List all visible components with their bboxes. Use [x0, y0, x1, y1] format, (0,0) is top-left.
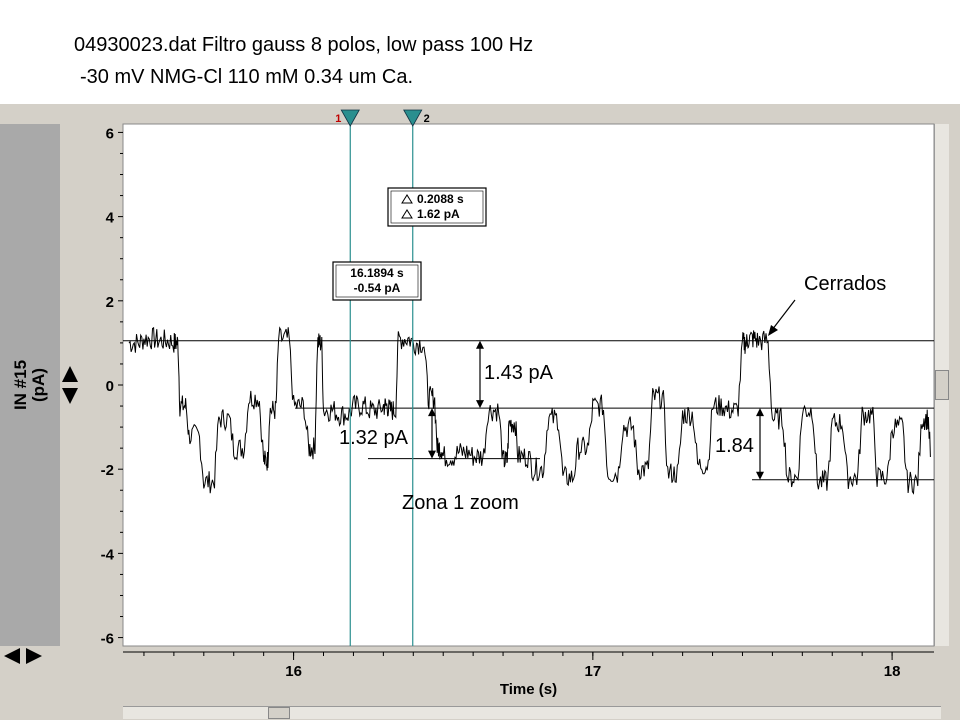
- current-trace: [128, 326, 931, 495]
- chart-svg: 6 4 2 0 -2 -4 -6 16 17 18 Time (s) 1 2 0.2088 s1.6…: [101, 109, 935, 698]
- plot-area: [122, 123, 935, 647]
- y-tick-label: -4: [101, 546, 115, 563]
- arrow-184-head-bottom: [756, 471, 764, 480]
- cerrados-pointer: [771, 299, 796, 331]
- arrow-143-head-top: [476, 340, 484, 349]
- zoom-down-button[interactable]: [60, 386, 80, 406]
- horizontal-scroll-thumb[interactable]: [268, 707, 290, 719]
- cursor1-readout-inner: [335, 264, 419, 298]
- cursor-marker-1: [340, 109, 360, 127]
- cursor1-current-readout: -0.54 pA: [354, 281, 401, 295]
- annotation-zona-1-zoom: Zona 1 zoom: [402, 492, 519, 514]
- y-tick-label: 0: [106, 378, 114, 395]
- scroll-right-button[interactable]: [24, 646, 44, 666]
- cursor1-readout-box: [332, 261, 422, 301]
- scroll-left-button[interactable]: [2, 646, 22, 666]
- caption-line-2: -30 mV NMG-Cl 110 mM 0.34 um Ca.: [80, 66, 414, 88]
- arrow-143-head-bottom: [476, 400, 484, 409]
- vertical-scroll-thumb[interactable]: [935, 370, 949, 400]
- y-tick-label: 6: [106, 125, 114, 142]
- annotation-1-84: 1.84: [715, 435, 754, 457]
- x-tick-label: 16: [285, 663, 302, 680]
- caption-line-1: 04930023.dat Filtro gauss 8 polos, low p…: [74, 34, 534, 56]
- y-tick-label: -6: [101, 631, 114, 648]
- zoom-up-button[interactable]: [60, 364, 80, 384]
- y-axis-area: [60, 124, 123, 646]
- delta-time-readout: 0.2088 s: [417, 192, 464, 206]
- delta-icon: [401, 209, 413, 219]
- delta-readout-box: [387, 187, 487, 227]
- x-tick-label: 18: [884, 663, 901, 680]
- y-tick-label: -2: [101, 462, 114, 479]
- annotation-cerrados: Cerrados: [804, 273, 886, 295]
- arrow-132-head-top: [428, 408, 436, 417]
- horizontal-scrollbar[interactable]: [123, 706, 941, 719]
- cursor-marker-2: [403, 109, 423, 127]
- delta-readout-inner: [390, 190, 484, 224]
- annotation-1-32-pa: 1.32 pA: [339, 427, 409, 449]
- cursor-label-2: 2: [424, 113, 430, 125]
- annotation-1-43-pa: 1.43 pA: [484, 362, 554, 384]
- y-tick-label: 4: [106, 210, 115, 227]
- x-tick-label: 17: [584, 663, 601, 680]
- y-tick-label: 2: [106, 294, 114, 311]
- arrow-132-head-bottom: [428, 450, 436, 459]
- delta-icon: [401, 194, 413, 204]
- cursor1-time-readout: 16.1894 s: [350, 266, 404, 280]
- cerrados-pointer-head: [768, 325, 778, 336]
- delta-current-readout: 1.62 pA: [417, 207, 460, 221]
- x-axis-label: Time (s): [500, 681, 557, 698]
- cursor-label-1: 1: [335, 113, 341, 125]
- arrow-184-head-top: [756, 408, 764, 417]
- y-label-panel: [0, 124, 60, 646]
